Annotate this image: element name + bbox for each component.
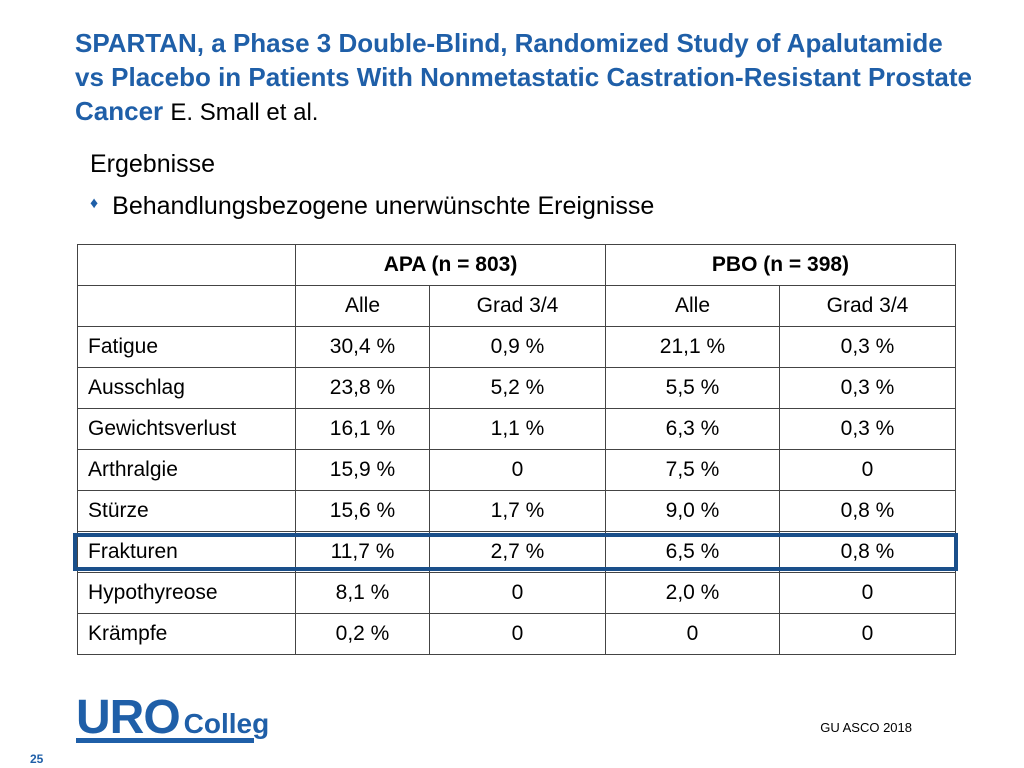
page-number: 25 <box>30 752 44 766</box>
table-row: Fatigue 30,4 % 0,9 % 21,1 % 0,3 % <box>77 326 956 368</box>
urocolleg-logo: URO Colleg <box>76 686 269 742</box>
table-cell: 15,9 % <box>295 449 430 491</box>
slide-title: SPARTAN, a Phase 3 Double-Blind, Randomi… <box>75 26 975 130</box>
table-cell: 5,2 % <box>429 367 606 409</box>
table-cell: 0 <box>779 572 956 614</box>
logo-colleg-text: Colleg <box>183 708 270 739</box>
table-cell: 0,2 % <box>295 613 430 655</box>
row-label: Fatigue <box>77 326 296 368</box>
row-label: Hypothyreose <box>77 572 296 614</box>
adverse-events-table: APA (n = 803) PBO (n = 398) Alle Grad 3/… <box>77 244 956 655</box>
table-cell: 8,1 % <box>295 572 430 614</box>
table-cell: 0,3 % <box>779 367 956 409</box>
subheader-cell: Alle <box>605 285 780 327</box>
table-cell: 0 <box>429 449 606 491</box>
table-cell: 0 <box>429 572 606 614</box>
diamond-bullet-icon: ♦ <box>90 194 99 212</box>
table-cell: 15,6 % <box>295 490 430 532</box>
table-cell: 0,8 % <box>779 490 956 532</box>
table-cell: 2,7 % <box>429 531 606 573</box>
table-row-highlighted: Frakturen 11,7 % 2,7 % 6,5 % 0,8 % <box>77 531 956 573</box>
subheader-cell: Grad 3/4 <box>429 285 606 327</box>
table-cell: 2,0 % <box>605 572 780 614</box>
table-cell: 7,5 % <box>605 449 780 491</box>
table-cell: 6,3 % <box>605 408 780 450</box>
table-row: Hypothyreose 8,1 % 0 2,0 % 0 <box>77 572 956 614</box>
table-cell: 23,8 % <box>295 367 430 409</box>
table-cell: 5,5 % <box>605 367 780 409</box>
table-cell: 0,8 % <box>779 531 956 573</box>
table-corner-cell <box>77 244 296 286</box>
subheader-cell: Alle <box>295 285 430 327</box>
row-label: Arthralgie <box>77 449 296 491</box>
table-cell: 21,1 % <box>605 326 780 368</box>
table-row: Ausschlag 23,8 % 5,2 % 5,5 % 0,3 % <box>77 367 956 409</box>
bullet-item: ♦ Behandlungsbezogene unerwünschte Ereig… <box>90 192 654 221</box>
group-header-apa: APA (n = 803) <box>295 244 606 286</box>
bullet-text: Behandlungsbezogene unerwünschte Ereigni… <box>112 192 655 220</box>
table-cell: 6,5 % <box>605 531 780 573</box>
row-label: Stürze <box>77 490 296 532</box>
table-sub-header: Alle Grad 3/4 Alle Grad 3/4 <box>77 285 956 327</box>
table-cell: 30,4 % <box>295 326 430 368</box>
row-label: Gewichtsverlust <box>77 408 296 450</box>
table-row: Stürze 15,6 % 1,7 % 9,0 % 0,8 % <box>77 490 956 532</box>
row-label: Ausschlag <box>77 367 296 409</box>
logo-underline <box>76 738 254 743</box>
row-label: Krämpfe <box>77 613 296 655</box>
table-cell: 0 <box>779 613 956 655</box>
table-cell: 0,3 % <box>779 408 956 450</box>
section-heading: Ergebnisse <box>90 150 216 178</box>
subheader-cell: Grad 3/4 <box>779 285 956 327</box>
table-cell: 9,0 % <box>605 490 780 532</box>
table-row: Krämpfe 0,2 % 0 0 0 <box>77 613 956 655</box>
table-cell: 0,3 % <box>779 326 956 368</box>
row-label: Frakturen <box>77 531 296 573</box>
logo-uro-text: URO <box>76 691 181 744</box>
table-cell: 0 <box>779 449 956 491</box>
table-cell: 0,9 % <box>429 326 606 368</box>
table-cell: 1,7 % <box>429 490 606 532</box>
table-cell: 0 <box>605 613 780 655</box>
title-main: SPARTAN, a Phase 3 Double-Blind, Randomi… <box>75 28 972 126</box>
footer-source: GU ASCO 2018 <box>820 720 912 735</box>
table-cell: 0 <box>429 613 606 655</box>
group-header-pbo: PBO (n = 398) <box>605 244 956 286</box>
table-row: Gewichtsverlust 16,1 % 1,1 % 6,3 % 0,3 % <box>77 408 956 450</box>
table-group-header: APA (n = 803) PBO (n = 398) <box>77 244 956 286</box>
title-author: E. Small et al. <box>170 99 319 126</box>
table-cell: 11,7 % <box>295 531 430 573</box>
table-cell: 16,1 % <box>295 408 430 450</box>
table-cell: 1,1 % <box>429 408 606 450</box>
table-row: Arthralgie 15,9 % 0 7,5 % 0 <box>77 449 956 491</box>
table-corner-cell <box>77 285 296 327</box>
